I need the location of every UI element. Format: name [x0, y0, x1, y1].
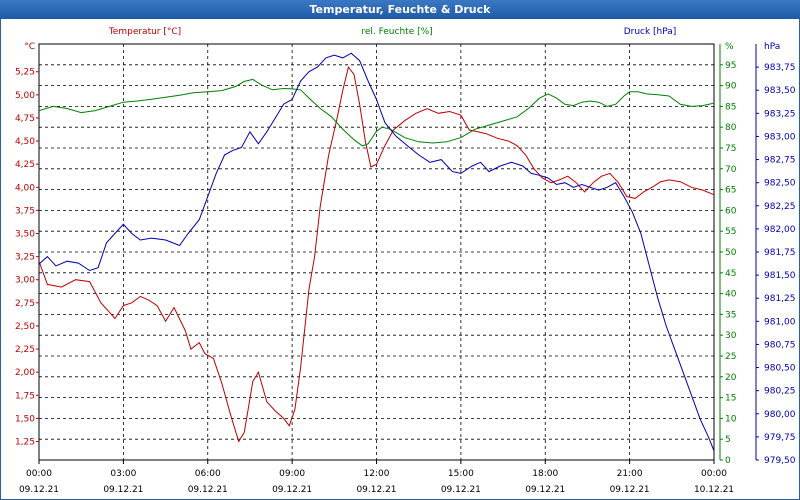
pressure-tick-label: 982,00	[764, 225, 796, 235]
legend-pressure: Druck [hPa]	[624, 27, 677, 37]
humidity-tick-label: 95	[725, 61, 736, 71]
x-tick-time: 21:00	[617, 469, 643, 479]
x-tick-time: 15:00	[448, 469, 474, 479]
humidity-unit-label: %	[725, 42, 734, 52]
temperature-tick-label: 3,50	[15, 230, 35, 240]
humidity-tick-label: 10	[725, 414, 737, 424]
x-tick-date: 09.12.21	[610, 485, 650, 495]
humidity-tick-label: 65	[725, 186, 736, 196]
series-lines	[38, 52, 715, 451]
temperature-tick-label: 1,75	[15, 391, 35, 401]
x-tick-date: 09.12.21	[356, 485, 396, 495]
pressure-tick-label: 983,25	[764, 109, 796, 119]
pressure-tick-label: 979,50	[764, 456, 796, 466]
x-tick-date: 09.12.21	[188, 485, 228, 495]
pressure-tick-label: 979,75	[764, 433, 796, 443]
pressure-tick-label: 983,00	[764, 132, 796, 142]
pressure-tick-label: 981,25	[764, 294, 796, 304]
temperature-tick-label: 2,75	[15, 299, 35, 309]
x-tick-time: 09:00	[279, 469, 305, 479]
chart-title: Temperatur, Feuchte & Druck	[0, 0, 800, 19]
pressure-tick-label: 982,25	[764, 202, 796, 212]
humidity-tick-label: 60	[725, 206, 737, 216]
temperature-tick-label: 4,50	[15, 137, 35, 147]
x-tick-time: 00:00	[701, 469, 727, 479]
legend-temperature: Temperatur [°C]	[108, 27, 181, 37]
x-tick-date: 09.12.21	[525, 485, 565, 495]
pressure-tick-label: 980,00	[764, 410, 796, 420]
pressure-tick-label: 981,75	[764, 248, 796, 258]
temperature-tick-label: 2,50	[15, 322, 35, 332]
humidity-tick-label: 35	[725, 310, 736, 320]
x-tick-date: 09.12.21	[19, 485, 59, 495]
x-tick-time: 12:00	[364, 469, 390, 479]
humidity-tick-label: 5	[725, 435, 731, 445]
humidity-tick-label: 20	[725, 373, 737, 383]
pressure-tick-label: 983,50	[764, 86, 796, 96]
x-tick-time: 03:00	[110, 469, 136, 479]
grid-lines	[39, 44, 714, 460]
pressure-tick-label: 980,25	[764, 387, 796, 397]
x-tick-date: 09.12.21	[441, 485, 481, 495]
temperature-tick-label: 5,00	[15, 91, 35, 101]
temperature-tick-label: 1,50	[15, 414, 35, 424]
temperature-tick-label: 4,75	[15, 114, 35, 124]
temperature-tick-label: 4,25	[15, 160, 35, 170]
humidity-tick-label: 80	[725, 123, 737, 133]
humidity-tick-label: 40	[725, 290, 737, 300]
series-humidity	[38, 78, 715, 147]
x-tick-date: 09.12.21	[103, 485, 143, 495]
x-tick-date: 10.12.21	[694, 485, 734, 495]
humidity-tick-label: 75	[725, 144, 736, 154]
pressure-tick-label: 980,50	[764, 364, 796, 374]
pressure-tick-label: 982,50	[764, 179, 796, 189]
humidity-tick-label: 15	[725, 394, 736, 404]
pressure-tick-label: 982,75	[764, 156, 796, 166]
temperature-tick-label: 2,25	[15, 345, 35, 355]
humidity-tick-label: 30	[725, 331, 737, 341]
pressure-unit-label: hPa	[764, 42, 780, 52]
series-temperature	[38, 65, 715, 443]
temperature-tick-label: 3,00	[15, 276, 35, 286]
temperature-tick-label: 2,00	[15, 368, 35, 378]
x-tick-date: 09.12.21	[272, 485, 312, 495]
temperature-tick-label: 5,25	[15, 68, 35, 78]
humidity-tick-label: 70	[725, 165, 737, 175]
x-tick-time: 18:00	[532, 469, 558, 479]
temperature-unit-label: °C	[24, 42, 35, 52]
humidity-tick-label: 90	[725, 82, 737, 92]
pressure-tick-label: 983,75	[764, 63, 796, 73]
axes	[36, 44, 759, 464]
pressure-tick-label: 980,75	[764, 340, 796, 350]
pressure-tick-label: 981,00	[764, 317, 796, 327]
humidity-tick-label: 25	[725, 352, 736, 362]
humidity-tick-label: 55	[725, 227, 736, 237]
series-pressure	[38, 52, 715, 451]
humidity-tick-label: 0	[725, 456, 731, 466]
x-tick-time: 06:00	[195, 469, 221, 479]
humidity-tick-label: 85	[725, 102, 736, 112]
temperature-tick-label: 4,00	[15, 183, 35, 193]
temperature-tick-label: 3,75	[15, 206, 35, 216]
axis-labels: 5,25 5,00 4,75 4,50 4,25 4,00 3,75 3,50 3,25 3,00…	[15, 27, 796, 495]
humidity-tick-label: 50	[725, 248, 737, 258]
temperature-tick-label: 3,25	[15, 253, 35, 263]
legend-humidity: rel. Feuchte [%]	[361, 27, 432, 37]
pressure-tick-label: 981,50	[764, 271, 796, 281]
temperature-tick-label: 1,25	[15, 438, 35, 448]
x-tick-time: 00:00	[26, 469, 52, 479]
humidity-tick-label: 45	[725, 269, 736, 279]
